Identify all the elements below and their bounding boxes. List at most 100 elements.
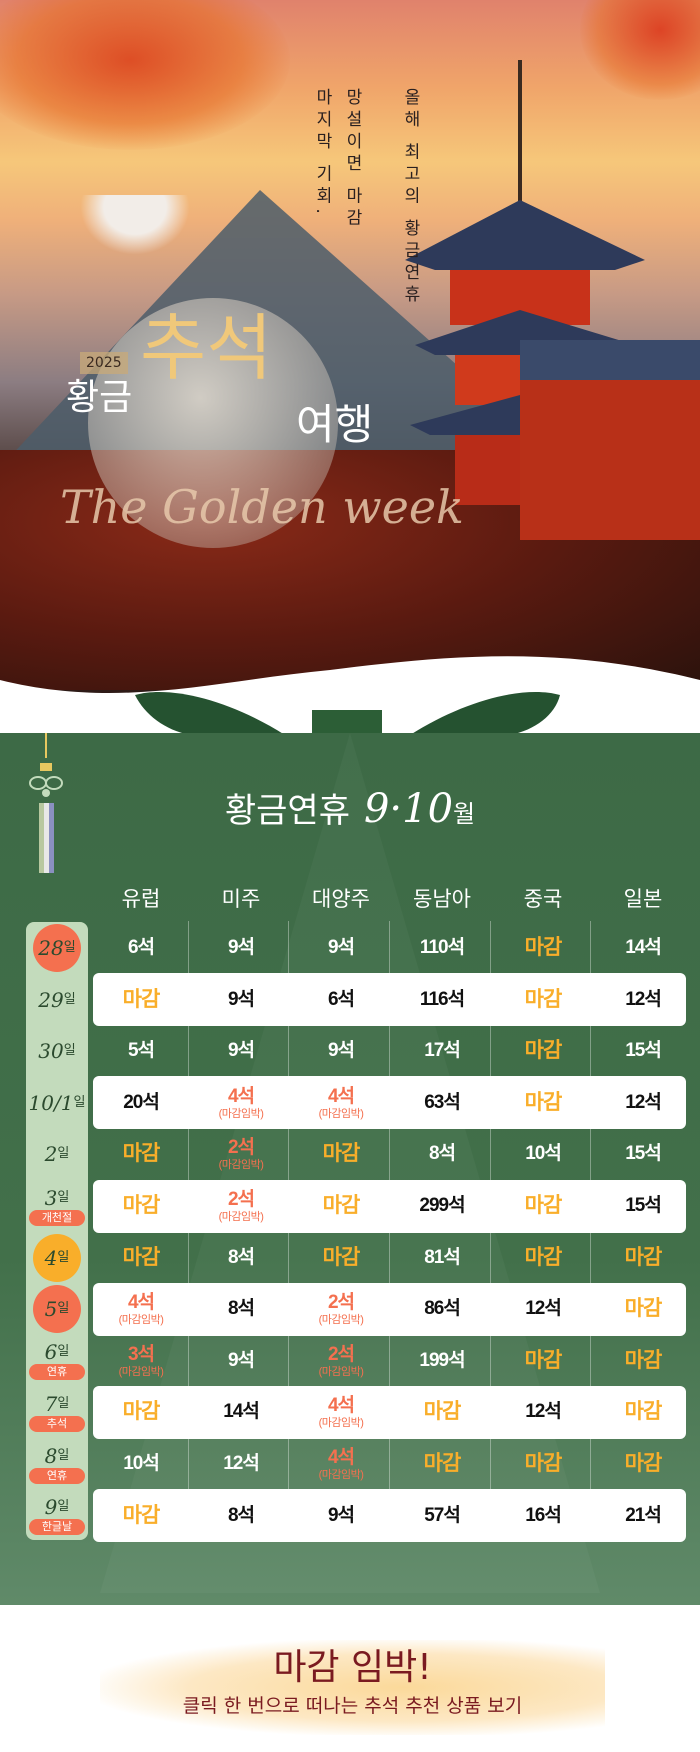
seat-value: 57석 xyxy=(424,1504,461,1526)
seat-cell[interactable]: 마감 xyxy=(493,1438,593,1490)
seat-cell[interactable]: 4석 (마감임박) xyxy=(291,1386,391,1438)
seat-value: 17석 xyxy=(424,1040,461,1062)
seat-cell[interactable]: 2석 (마감임박) xyxy=(191,1180,291,1232)
seat-cell[interactable]: 마감 xyxy=(91,1128,191,1180)
seat-cell[interactable]: 9석 xyxy=(191,1025,291,1077)
seat-cell[interactable]: 9석 xyxy=(291,1490,391,1542)
seat-cell[interactable]: 8석 xyxy=(191,1490,291,1542)
seat-value: 9석 xyxy=(327,1040,355,1062)
seat-cell[interactable]: 199석 xyxy=(392,1335,492,1387)
seat-cell[interactable]: 12석 xyxy=(493,1283,593,1335)
seat-cell[interactable]: 14석 xyxy=(593,922,693,974)
seat-cell[interactable]: 4석 (마감임박) xyxy=(91,1283,191,1335)
seat-cell[interactable]: 4석 (마감임박) xyxy=(291,1438,391,1490)
seat-cell[interactable]: 3석 (마감임박) xyxy=(91,1335,191,1387)
seat-cell[interactable]: 8석 xyxy=(191,1232,291,1284)
seat-value: 마감 xyxy=(624,1348,663,1372)
seat-cell[interactable]: 4석 (마감임박) xyxy=(291,1077,391,1129)
seat-cell[interactable]: 8석 xyxy=(392,1128,492,1180)
urgent-note: (마감임박) xyxy=(318,1314,364,1327)
seat-cell[interactable]: 마감 xyxy=(493,1180,593,1232)
seat-cell[interactable]: 8석 xyxy=(191,1283,291,1335)
seat-cell[interactable]: 15석 xyxy=(593,1180,693,1232)
seat-cell[interactable]: 마감 xyxy=(91,974,191,1026)
seat-cell[interactable]: 81석 xyxy=(392,1232,492,1284)
seat-cell[interactable]: 마감 xyxy=(593,1283,693,1335)
cta-subtitle[interactable]: 클릭 한 번으로 떠나는 추석 추천 상품 보기 xyxy=(182,1695,523,1717)
cta-banner[interactable]: 마감 임박! 클릭 한 번으로 떠나는 추석 추천 상품 보기 xyxy=(100,1640,605,1735)
seat-cell[interactable]: 마감 xyxy=(593,1438,693,1490)
seat-cell[interactable]: 마감 xyxy=(392,1438,492,1490)
seat-cell[interactable]: 12석 xyxy=(593,1077,693,1129)
row-highlight xyxy=(93,1179,686,1233)
seat-cell[interactable]: 15석 xyxy=(593,1025,693,1077)
seat-value: 4석 xyxy=(327,1395,355,1417)
seat-cell[interactable]: 마감 xyxy=(493,974,593,1026)
seat-value: 8석 xyxy=(227,1246,255,1268)
seat-cell[interactable]: 9석 xyxy=(291,922,391,974)
seat-cell[interactable]: 마감 xyxy=(91,1232,191,1284)
seat-cell[interactable]: 마감 xyxy=(593,1335,693,1387)
date-suffix: 일 xyxy=(57,1301,70,1317)
seat-cell[interactable]: 5석 xyxy=(91,1025,191,1077)
seat-cell[interactable]: 6석 xyxy=(91,922,191,974)
seat-cell[interactable]: 마감 xyxy=(291,1180,391,1232)
seat-value: 마감 xyxy=(322,1142,361,1166)
seat-cell[interactable]: 2석 (마감임박) xyxy=(191,1128,291,1180)
seat-cell[interactable]: 마감 xyxy=(91,1386,191,1438)
seat-cell[interactable]: 12석 xyxy=(593,974,693,1026)
seat-cell[interactable]: 63석 xyxy=(392,1077,492,1129)
seat-cell[interactable]: 마감 xyxy=(493,922,593,974)
seat-cell[interactable]: 21석 xyxy=(593,1490,693,1542)
seat-cell[interactable]: 9석 xyxy=(291,1025,391,1077)
seat-cell[interactable]: 116석 xyxy=(392,974,492,1026)
date-suffix: 일 xyxy=(57,1395,70,1411)
seat-cell[interactable]: 86석 xyxy=(392,1283,492,1335)
seat-cell[interactable]: 6석 xyxy=(291,974,391,1026)
seat-cell[interactable]: 마감 xyxy=(291,1128,391,1180)
seat-cell[interactable]: 9석 xyxy=(191,922,291,974)
seat-cell[interactable]: 17석 xyxy=(392,1025,492,1077)
seat-cell[interactable]: 57석 xyxy=(392,1490,492,1542)
seat-cell[interactable]: 20석 xyxy=(91,1077,191,1129)
seat-value: 마감 xyxy=(122,1194,161,1217)
seat-cell[interactable]: 마감 xyxy=(593,1386,693,1438)
seat-cell[interactable]: 2석 (마감임박) xyxy=(291,1283,391,1335)
seat-cell[interactable]: 마감 xyxy=(392,1386,492,1438)
date-label: 30 일 xyxy=(26,1025,88,1077)
seat-cell[interactable]: 마감 xyxy=(291,1232,391,1284)
seat-cell[interactable]: 10석 xyxy=(493,1128,593,1180)
year-badge: 2025 xyxy=(80,352,128,374)
seat-cell[interactable]: 16석 xyxy=(493,1490,593,1542)
seat-cell[interactable]: 4석 (마감임박) xyxy=(191,1077,291,1129)
seat-cell[interactable]: 14석 xyxy=(191,1386,291,1438)
section-month-suffix: 월 xyxy=(453,800,476,828)
seat-cell[interactable]: 9석 xyxy=(191,974,291,1026)
moon-circle xyxy=(88,298,338,548)
seat-cell[interactable]: 2석 (마감임박) xyxy=(291,1335,391,1387)
seat-cell[interactable]: 10석 xyxy=(91,1438,191,1490)
seat-cell[interactable]: 12석 xyxy=(191,1438,291,1490)
urgent-note: (마감임박) xyxy=(318,1365,364,1378)
seat-cell[interactable]: 마감 xyxy=(593,1232,693,1284)
seat-value: 4석 xyxy=(327,1085,355,1107)
column-divider xyxy=(490,921,491,1541)
seat-cell[interactable]: 110석 xyxy=(392,922,492,974)
seat-cell[interactable]: 9석 xyxy=(191,1335,291,1387)
date-suffix: 일 xyxy=(57,1447,70,1463)
seat-cell[interactable]: 마감 xyxy=(493,1025,593,1077)
seat-cell[interactable]: 마감 xyxy=(91,1490,191,1542)
date-number: 28 일 xyxy=(33,924,81,972)
seat-value: 8석 xyxy=(227,1298,255,1320)
seat-cell[interactable]: 마감 xyxy=(493,1232,593,1284)
seat-cell[interactable]: 12석 xyxy=(493,1386,593,1438)
seat-cell[interactable]: 마감 xyxy=(493,1335,593,1387)
seat-cell[interactable]: 15석 xyxy=(593,1128,693,1180)
seat-cell[interactable]: 299석 xyxy=(392,1180,492,1232)
seat-cell[interactable]: 마감 xyxy=(91,1180,191,1232)
seat-cell[interactable]: 마감 xyxy=(493,1077,593,1129)
seat-value: 마감 xyxy=(624,1245,663,1269)
